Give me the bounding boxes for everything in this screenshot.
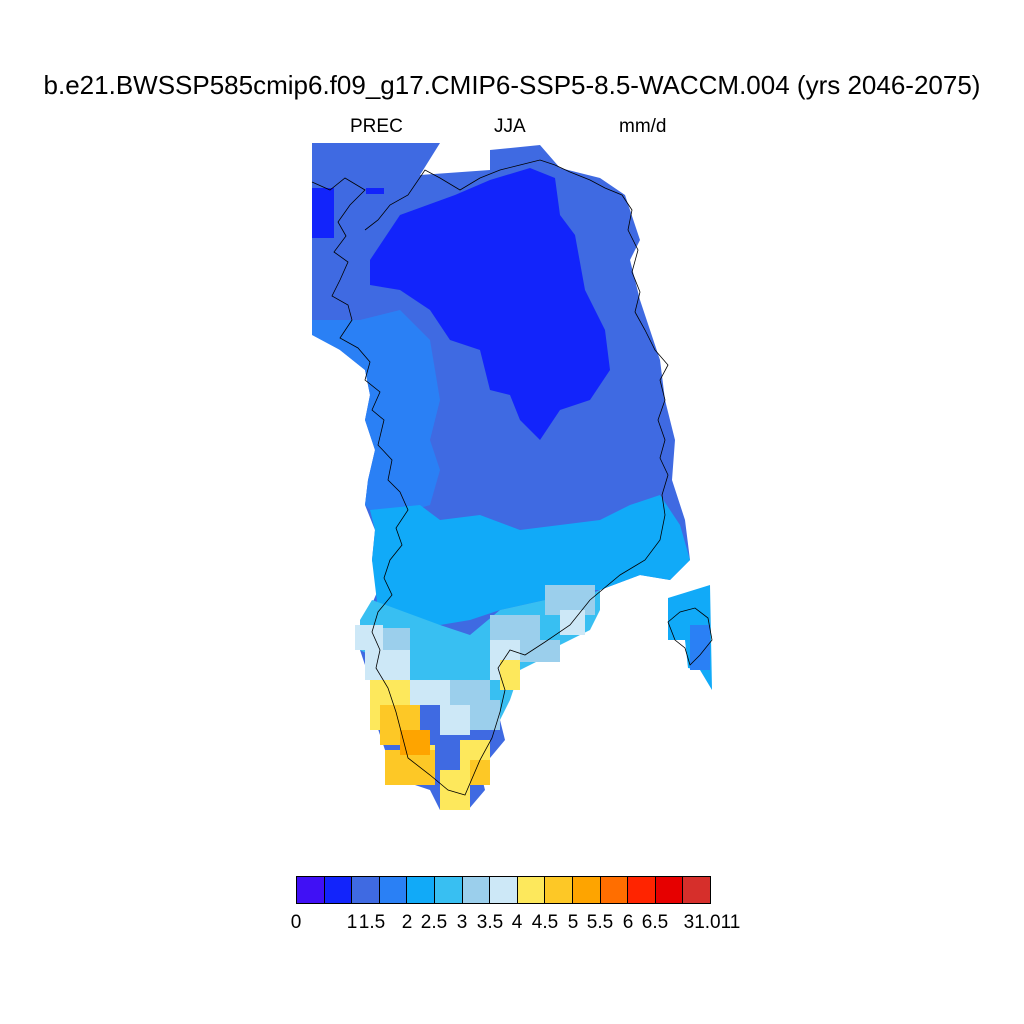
colorbar-tick-label: 3 [457, 912, 468, 934]
colorbar-swatch [379, 876, 408, 904]
precip-cell [520, 640, 560, 662]
colorbar-swatch [351, 876, 380, 904]
colorbar-swatch [655, 876, 684, 904]
colorbar-swatch [434, 876, 463, 904]
precip-cell [440, 770, 470, 810]
colorbar-tick-label: 31.011 [684, 912, 741, 934]
precip-cell [410, 680, 450, 705]
precip-cell [312, 143, 420, 188]
precip-cell [312, 183, 334, 238]
colorbar-tick-label: 0 [291, 912, 302, 934]
west-coast-region [312, 310, 440, 520]
colorbar-swatch [600, 876, 629, 904]
precip-cell [385, 750, 435, 785]
colorbar-swatch [489, 876, 518, 904]
precip-cell [470, 760, 490, 785]
colorbar-tick-label: 5 [568, 912, 579, 934]
precip-cell [355, 625, 383, 650]
colorbar-swatch [544, 876, 573, 904]
colorbar-tick-label: 6 [623, 912, 634, 934]
colorbar-swatch [462, 876, 491, 904]
colorbar-swatch [627, 876, 656, 904]
colorbar-tick-label: 6.5 [642, 912, 668, 934]
precip-cell [500, 660, 520, 690]
colorbar-tick-label: 4 [512, 912, 523, 934]
colorbar-swatch [517, 876, 546, 904]
colorbar-swatch [296, 876, 325, 904]
precip-cell [380, 628, 410, 653]
precip-cell [400, 730, 430, 755]
map-cells [312, 143, 712, 810]
colorbar-tick-label: 3.5 [477, 912, 503, 934]
precip-cell [365, 650, 410, 680]
colorbar-tick-label: 1.5 [359, 912, 385, 934]
colorbar-tick-label: 4.5 [532, 912, 558, 934]
precip-cell [440, 705, 470, 735]
colorbar-swatch [324, 876, 353, 904]
colorbar-swatch [682, 876, 711, 904]
colorbar-tick-label: 2.5 [421, 912, 447, 934]
colorbar-tick-label: 5.5 [587, 912, 613, 934]
colorbar-tick-label: 1 [347, 912, 358, 934]
precip-cell [690, 625, 710, 670]
colorbar-tick-label: 2 [402, 912, 413, 934]
colorbar-swatch [406, 876, 435, 904]
colorbar-swatch [572, 876, 601, 904]
